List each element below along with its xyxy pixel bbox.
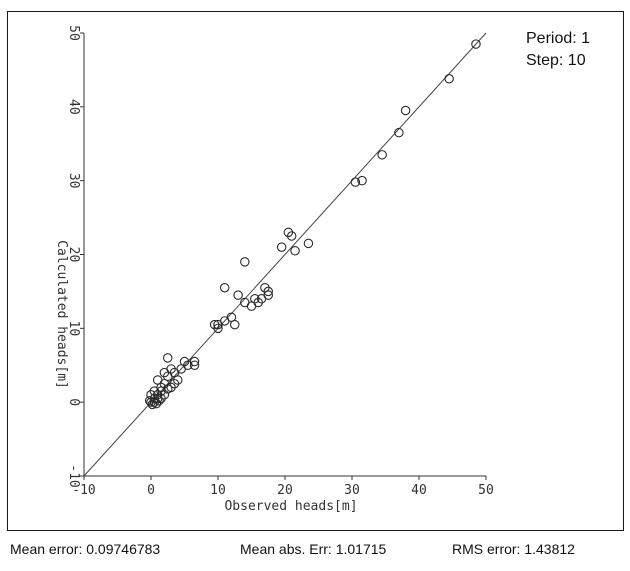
x-axis-label: Observed heads[m] xyxy=(224,499,357,514)
data-point xyxy=(173,375,183,385)
data-point xyxy=(152,375,163,385)
data-point xyxy=(163,353,173,363)
data-point xyxy=(444,74,454,84)
x-tick-label: 50 xyxy=(478,483,494,498)
x-tick-label: 30 xyxy=(344,483,360,498)
data-point xyxy=(149,386,160,396)
data-point xyxy=(213,323,223,334)
x-tick-label: 0 xyxy=(147,483,155,498)
period-label: Period: 1 xyxy=(526,30,591,47)
data-point xyxy=(219,282,230,293)
mean-error-text: Mean error: 0.09746783 xyxy=(10,541,161,557)
data-point xyxy=(276,242,287,252)
x-tick-label: 10 xyxy=(210,483,226,498)
y-tick-label: 10 xyxy=(66,321,81,337)
data-point xyxy=(189,360,200,370)
x-tick-label: -10 xyxy=(72,483,95,498)
x-tick-label: 40 xyxy=(411,483,427,498)
y-tick-label: 0 xyxy=(66,398,81,406)
tick-labels: -10 0 10 20 30 40 50 -10 0 10 20 30 40 50 xyxy=(66,25,494,498)
data-point xyxy=(159,390,170,400)
mean-abs-error-text: Mean abs. Err: 1.01715 xyxy=(240,541,387,557)
rms-error-text: RMS error: 1.43812 xyxy=(452,541,575,557)
data-point xyxy=(350,177,361,187)
axes xyxy=(80,32,487,480)
y-tick-label: 50 xyxy=(66,25,81,41)
chart-frame xyxy=(7,11,624,531)
data-point xyxy=(240,257,250,267)
data-point xyxy=(357,175,367,186)
data-point xyxy=(260,282,270,293)
data-point xyxy=(377,150,387,160)
y-axis-label: Calculated heads[m] xyxy=(54,240,69,389)
data-point xyxy=(163,384,173,394)
data-point xyxy=(400,105,411,116)
y-tick-label: 40 xyxy=(66,99,81,115)
step-label: Step: 10 xyxy=(526,52,586,69)
y-tick-label: 30 xyxy=(66,173,81,189)
data-point xyxy=(230,319,240,330)
y-tick-label: 20 xyxy=(66,247,81,263)
data-point xyxy=(233,290,243,300)
x-tick-label: 20 xyxy=(277,483,293,498)
reference-line xyxy=(83,32,487,477)
data-points xyxy=(144,39,481,410)
data-point xyxy=(159,367,170,378)
data-point xyxy=(240,297,250,308)
identity-line xyxy=(83,32,487,477)
data-point xyxy=(283,227,294,238)
data-point xyxy=(394,127,404,138)
data-point xyxy=(154,395,164,406)
y-tick-label: -10 xyxy=(66,464,81,487)
data-point xyxy=(471,39,481,49)
data-point xyxy=(303,238,314,249)
data-point xyxy=(290,246,300,256)
data-point xyxy=(151,398,162,409)
data-point xyxy=(213,319,223,330)
